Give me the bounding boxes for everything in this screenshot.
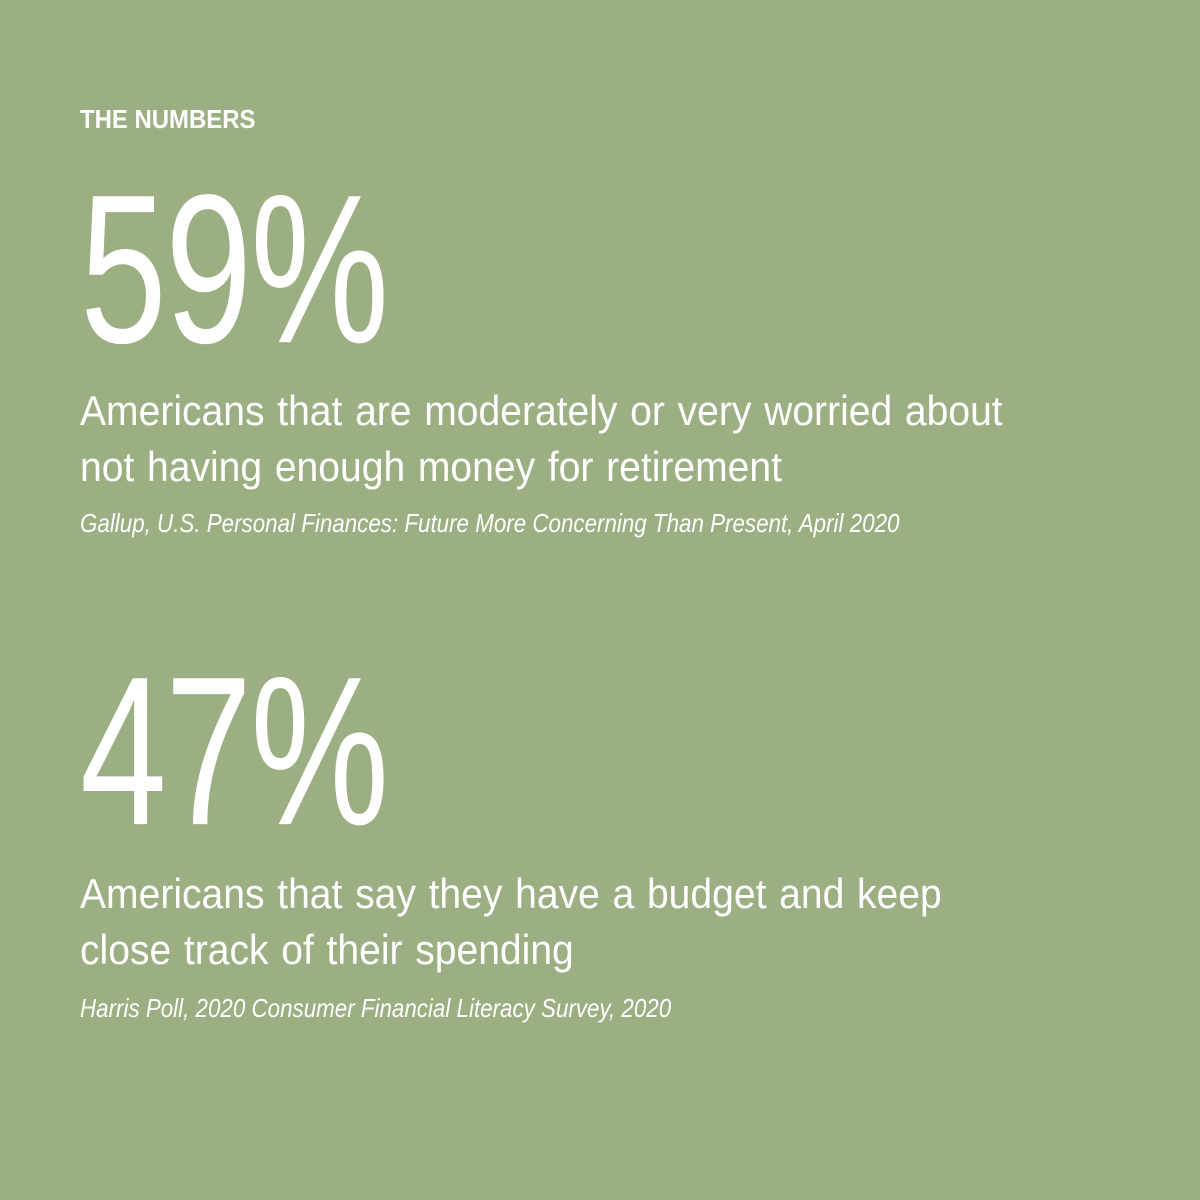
stat-1-value: 59%: [80, 151, 389, 388]
stat-2-value: 47%: [80, 633, 389, 870]
stat-1-source: Gallup, U.S. Personal Finances: Future M…: [80, 508, 900, 538]
stat-1-description: Americans that are moderately or very wo…: [80, 387, 1003, 490]
stat-2-source: Harris Poll, 2020 Consumer Financial Lit…: [80, 993, 672, 1023]
section-eyebrow: THE NUMBERS: [80, 104, 256, 134]
stat-2-description: Americans that say they have a budget an…: [80, 870, 942, 973]
